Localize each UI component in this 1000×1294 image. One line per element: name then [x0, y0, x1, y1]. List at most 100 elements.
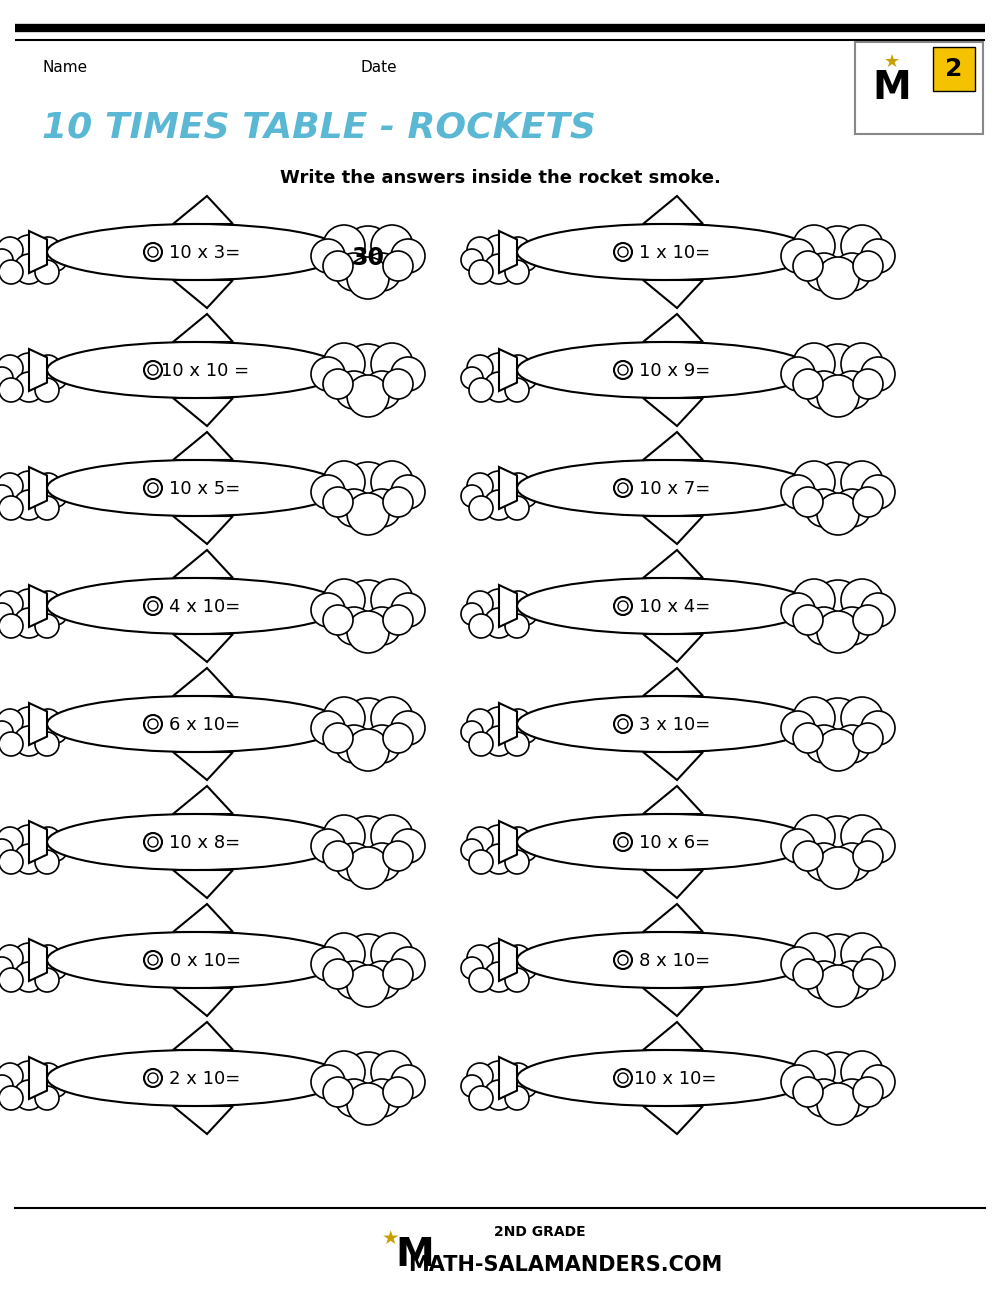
Polygon shape: [643, 314, 703, 342]
Circle shape: [484, 844, 514, 873]
Circle shape: [482, 826, 516, 859]
Text: 1 x 10=: 1 x 10=: [639, 245, 711, 261]
Ellipse shape: [517, 696, 813, 752]
Polygon shape: [343, 699, 379, 749]
Circle shape: [14, 961, 44, 992]
Circle shape: [342, 344, 394, 396]
Circle shape: [841, 461, 883, 503]
Circle shape: [311, 947, 345, 981]
Circle shape: [363, 961, 401, 999]
Circle shape: [323, 225, 365, 267]
Circle shape: [805, 254, 843, 291]
Polygon shape: [643, 550, 703, 578]
Polygon shape: [173, 432, 233, 459]
Text: 6 x 10=: 6 x 10=: [169, 716, 241, 734]
Circle shape: [461, 603, 483, 625]
Circle shape: [335, 371, 373, 409]
Circle shape: [505, 591, 531, 617]
Circle shape: [0, 260, 23, 283]
Circle shape: [833, 607, 871, 644]
Circle shape: [0, 248, 13, 270]
Polygon shape: [343, 463, 379, 514]
Circle shape: [0, 591, 23, 617]
Text: 4 x 10=: 4 x 10=: [169, 598, 241, 616]
Circle shape: [14, 726, 44, 756]
Circle shape: [323, 578, 365, 621]
Polygon shape: [643, 432, 703, 459]
Circle shape: [793, 461, 835, 503]
Text: 8 x 10=: 8 x 10=: [639, 952, 711, 970]
Circle shape: [817, 258, 859, 299]
Circle shape: [45, 367, 67, 389]
Circle shape: [861, 710, 895, 745]
Text: ★: ★: [884, 53, 900, 71]
Circle shape: [0, 474, 23, 499]
Circle shape: [144, 243, 162, 261]
Circle shape: [323, 1051, 365, 1093]
Circle shape: [505, 474, 531, 499]
Circle shape: [342, 697, 394, 751]
Circle shape: [371, 343, 413, 386]
Circle shape: [148, 837, 158, 848]
Circle shape: [12, 826, 46, 859]
Circle shape: [342, 817, 394, 868]
Circle shape: [817, 729, 859, 771]
Circle shape: [323, 1077, 353, 1106]
Ellipse shape: [517, 578, 813, 634]
Circle shape: [817, 965, 859, 1007]
Circle shape: [793, 1051, 835, 1093]
Circle shape: [148, 247, 158, 258]
Polygon shape: [29, 232, 47, 273]
Circle shape: [861, 1065, 895, 1099]
Circle shape: [618, 483, 628, 493]
Circle shape: [371, 815, 413, 857]
Circle shape: [505, 827, 531, 853]
Circle shape: [482, 353, 516, 387]
Polygon shape: [29, 585, 47, 628]
Circle shape: [841, 697, 883, 739]
Circle shape: [391, 357, 425, 391]
Circle shape: [0, 237, 23, 263]
Circle shape: [347, 375, 389, 417]
Circle shape: [833, 961, 871, 999]
Circle shape: [148, 365, 158, 375]
Circle shape: [347, 493, 389, 534]
Circle shape: [383, 251, 413, 281]
FancyBboxPatch shape: [855, 41, 983, 135]
Circle shape: [614, 597, 632, 615]
Circle shape: [467, 237, 493, 263]
Polygon shape: [343, 344, 379, 395]
Circle shape: [35, 496, 59, 520]
Circle shape: [861, 357, 895, 391]
Circle shape: [35, 850, 59, 873]
Circle shape: [461, 1075, 483, 1097]
Circle shape: [793, 933, 835, 974]
Polygon shape: [29, 820, 47, 863]
Circle shape: [363, 489, 401, 527]
Circle shape: [14, 490, 44, 520]
Circle shape: [35, 260, 59, 283]
Polygon shape: [173, 905, 233, 932]
Circle shape: [618, 247, 628, 258]
Circle shape: [45, 485, 67, 507]
Polygon shape: [813, 226, 849, 277]
Ellipse shape: [47, 459, 343, 516]
Circle shape: [12, 471, 46, 505]
Circle shape: [323, 723, 353, 753]
Circle shape: [469, 968, 493, 992]
Circle shape: [482, 1061, 516, 1095]
Circle shape: [323, 487, 353, 518]
Circle shape: [14, 1080, 44, 1110]
Circle shape: [371, 933, 413, 974]
Text: 10 TIMES TABLE - ROCKETS: 10 TIMES TABLE - ROCKETS: [42, 111, 596, 145]
Circle shape: [148, 955, 158, 965]
Circle shape: [342, 226, 394, 278]
Ellipse shape: [47, 342, 343, 399]
Circle shape: [812, 817, 864, 868]
Circle shape: [144, 833, 162, 851]
Circle shape: [371, 225, 413, 267]
Circle shape: [614, 951, 632, 969]
Circle shape: [505, 850, 529, 873]
Circle shape: [505, 613, 529, 638]
Circle shape: [12, 353, 46, 387]
